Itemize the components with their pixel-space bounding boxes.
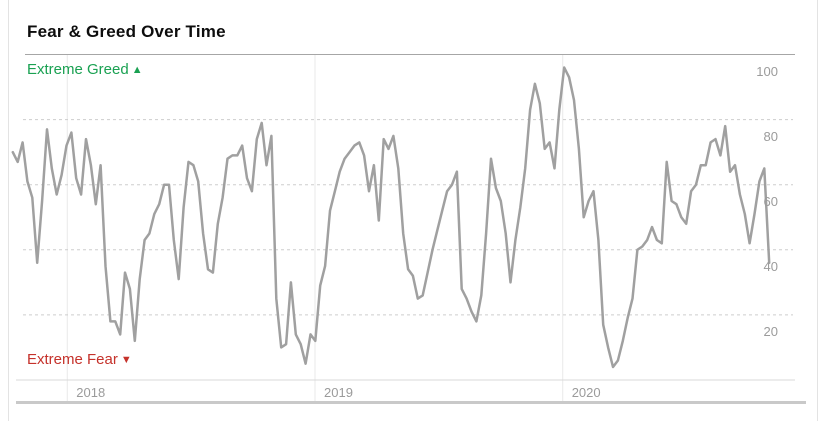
- y-tick-label-60: 60: [763, 193, 778, 209]
- page-left-border: [8, 0, 9, 421]
- y-tick-label-100: 100: [756, 63, 778, 79]
- down-triangle-icon: ▼: [120, 354, 132, 366]
- up-triangle-icon: ▲: [131, 64, 143, 76]
- y-tick-label-40: 40: [763, 258, 778, 274]
- extreme-greed-label: Extreme Greed ▲: [27, 61, 143, 78]
- x-tick-label-2019: 2019: [324, 385, 353, 400]
- x-tick-label-2020: 2020: [571, 385, 601, 400]
- x-tick-label-2018: 2018: [76, 385, 106, 400]
- extreme-fear-label: Extreme Fear ▼: [27, 351, 132, 368]
- y-tick-label-20: 20: [763, 323, 778, 339]
- extreme-greed-text: Extreme Greed: [27, 61, 129, 78]
- page-right-border: [817, 0, 818, 421]
- extreme-fear-text: Extreme Fear: [27, 351, 118, 368]
- fear-greed-series-line[interactable]: [11, 66, 771, 369]
- y-tick-label-80: 80: [763, 128, 778, 144]
- page-title: Fear & Greed Over Time: [27, 22, 226, 42]
